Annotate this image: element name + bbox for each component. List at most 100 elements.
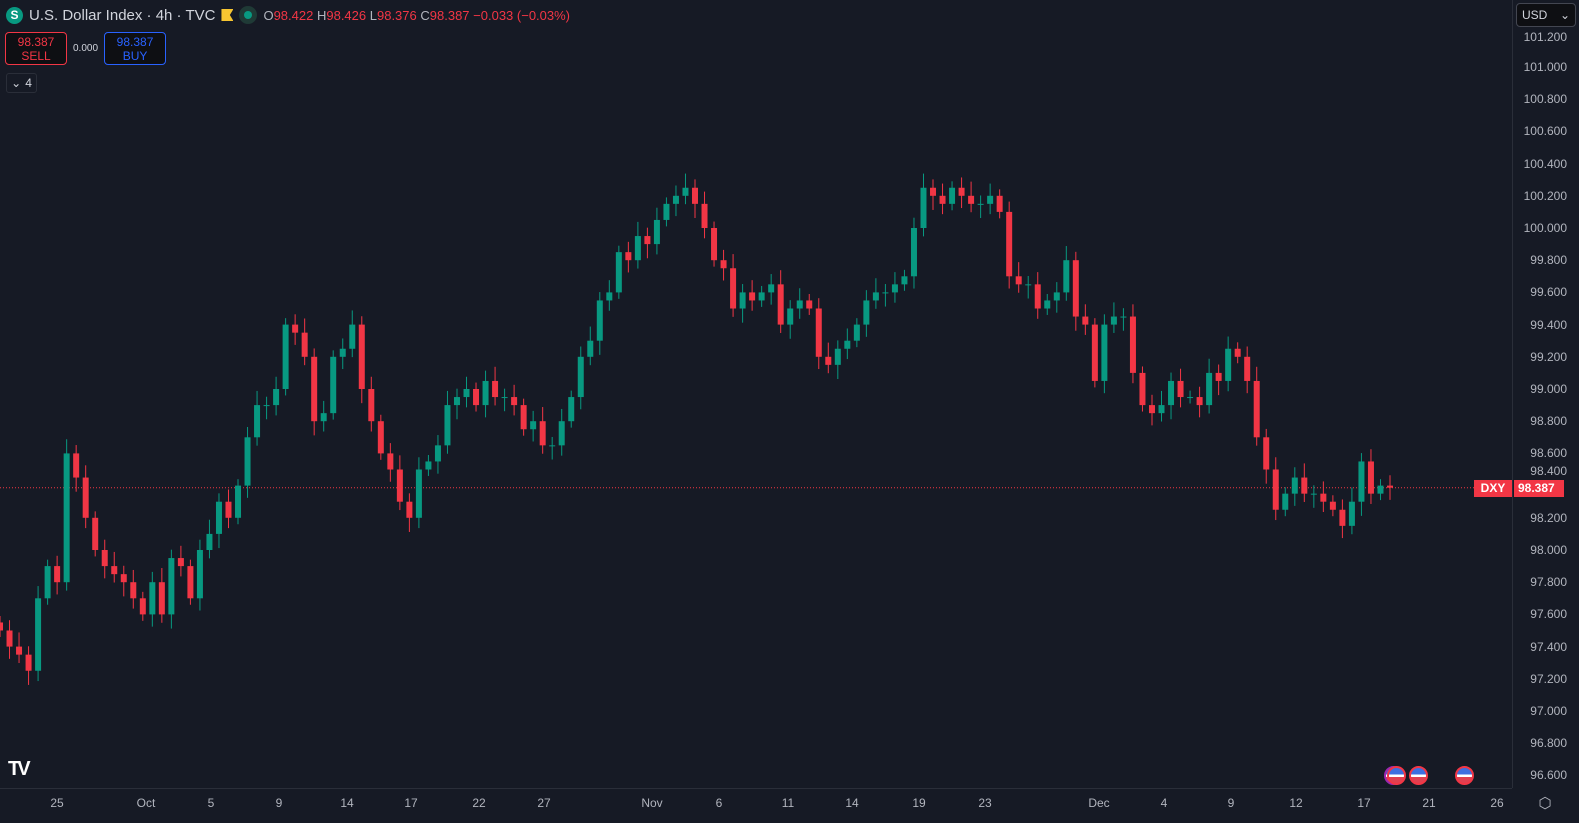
market-status-icon[interactable]	[239, 6, 258, 24]
candle	[653, 207, 660, 255]
candle-body	[1091, 324, 1098, 381]
candle	[672, 185, 679, 217]
time-tick-label: 25	[50, 796, 64, 810]
candle-body	[644, 236, 651, 245]
indicators-toggle-button[interactable]: ⌄ 4	[6, 73, 37, 93]
candle-body	[187, 566, 194, 599]
candle-body	[891, 284, 898, 293]
time-tick-label: 9	[275, 796, 283, 810]
time-tick-label: 23	[978, 796, 992, 810]
candle-body	[120, 574, 127, 583]
candle	[406, 493, 413, 532]
candle	[206, 519, 213, 559]
symbol-title[interactable]: U.S. Dollar Index · 4h · TVC	[29, 6, 216, 24]
candle	[644, 227, 651, 259]
time-tick-label: 4	[1160, 796, 1168, 810]
flag-icon[interactable]	[221, 9, 234, 21]
candle	[711, 221, 718, 267]
candle	[92, 511, 99, 557]
candle	[549, 436, 556, 460]
candle	[215, 493, 222, 549]
candle-body	[463, 389, 470, 398]
sell-button[interactable]: 98.387 SELL	[5, 32, 67, 65]
price-tick-label: 101.200	[1523, 30, 1567, 44]
candle	[930, 179, 937, 210]
candle-body	[558, 421, 565, 446]
candle-body	[530, 421, 537, 430]
buy-label: BUY	[122, 49, 148, 63]
candle	[358, 316, 365, 404]
candle-body	[406, 501, 413, 518]
price-tick-label: 98.200	[1530, 510, 1567, 525]
spread-value: 0.000	[73, 43, 99, 54]
event-flag-icon[interactable]	[1387, 766, 1406, 785]
event-flag-icon[interactable]	[1455, 766, 1474, 785]
price-tick-label: 98.600	[1530, 446, 1567, 461]
candle-body	[311, 356, 318, 422]
candle	[120, 565, 127, 597]
chevron-down-icon: ⌄	[11, 76, 22, 90]
currency-select[interactable]: USD ⌄	[1516, 3, 1576, 27]
candle	[139, 591, 146, 621]
currency-label: USD	[1522, 8, 1548, 22]
candle	[1082, 304, 1089, 335]
candle-body	[996, 195, 1003, 212]
price-axis[interactable]: 101.200 101.000 100.800 100.600 100.400 100.2…	[1512, 0, 1579, 788]
price-tick-label: 96.600	[1530, 768, 1567, 783]
time-tick-label: 27	[537, 796, 551, 810]
candle-body	[482, 380, 489, 406]
candle-body	[387, 453, 394, 470]
high-label: H	[316, 7, 327, 23]
candle-body	[349, 324, 356, 349]
candle	[1253, 366, 1260, 446]
settings-icon[interactable]: ⬡	[1538, 795, 1552, 812]
buy-button[interactable]: 98.387 BUY	[104, 32, 167, 65]
time-tick-label: 6	[715, 796, 723, 810]
candle-body	[1044, 300, 1051, 309]
candle	[1377, 479, 1384, 501]
candle-body	[1063, 260, 1070, 293]
candle-body	[1377, 485, 1384, 494]
candle-body	[882, 292, 889, 294]
candle	[1129, 304, 1136, 384]
candle-body	[672, 195, 679, 204]
candle	[1110, 302, 1117, 333]
candle	[177, 545, 184, 577]
price-tick-label: 98.000	[1530, 543, 1567, 557]
candle-body	[1101, 324, 1108, 381]
time-tick-label: 14	[845, 796, 859, 810]
candle	[35, 586, 42, 682]
time-tick-label: 9	[1227, 796, 1235, 810]
candle	[444, 390, 451, 454]
event-flag-icon[interactable]	[1409, 766, 1428, 785]
price-tick-label: 99.600	[1530, 285, 1567, 300]
candlestick-plot[interactable]	[0, 0, 1512, 788]
candle	[863, 290, 870, 337]
candle	[872, 278, 879, 309]
candle	[663, 197, 670, 227]
candle-body	[1139, 372, 1146, 406]
candle-body	[977, 203, 984, 205]
tradingview-logo[interactable]: TV	[8, 758, 30, 780]
candle	[168, 549, 175, 629]
candle-body	[939, 195, 946, 204]
candle-body	[910, 228, 917, 277]
candle-body	[968, 195, 975, 204]
time-tick-label: Dec	[1088, 796, 1110, 810]
candle-body	[663, 203, 670, 220]
time-axis[interactable]: 25 Oct 5 9 14 17 22 27 Nov 6 11 14 19 23 Dec 4 9 12 17 21 26	[0, 788, 1512, 823]
candle	[301, 318, 308, 366]
candle	[1310, 485, 1317, 508]
candle-body	[987, 195, 994, 204]
candle-body	[82, 477, 89, 518]
time-tick-label: 26	[1490, 796, 1504, 810]
candle	[101, 539, 108, 579]
candle	[920, 173, 927, 237]
candle-body	[596, 300, 603, 341]
candle-body	[692, 187, 698, 204]
candle	[520, 398, 527, 436]
candle-body	[1215, 372, 1222, 381]
candle-body	[520, 405, 527, 430]
candle	[111, 551, 118, 583]
candle	[349, 310, 356, 358]
